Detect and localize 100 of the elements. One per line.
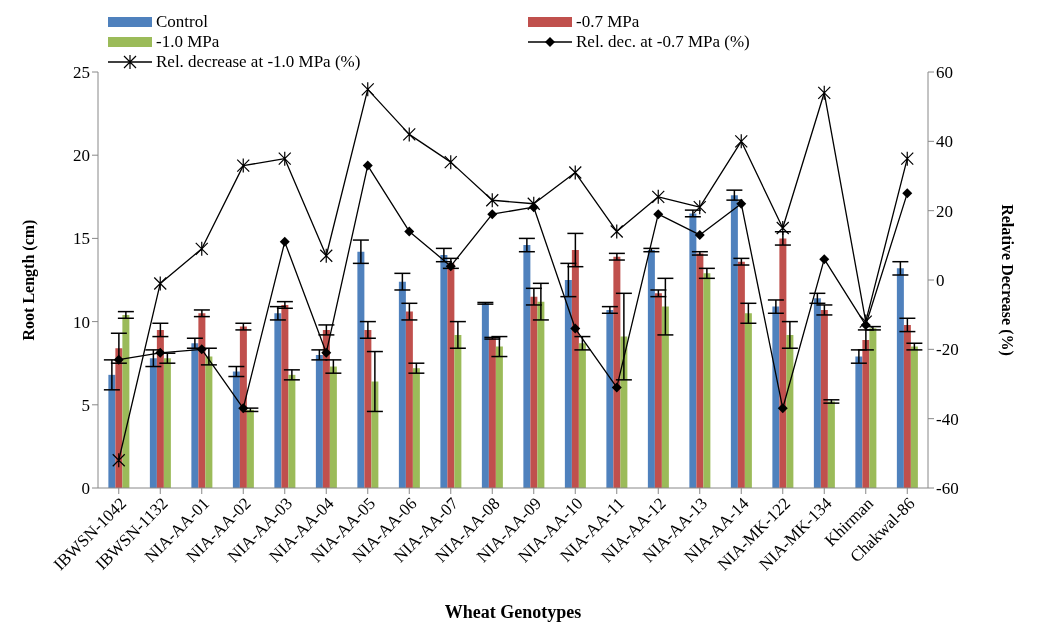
bar [647, 250, 655, 488]
bar [661, 306, 669, 488]
bar [703, 273, 711, 488]
point [610, 223, 624, 240]
point [611, 382, 622, 393]
y-axis-title: Root Length (cm) [19, 219, 38, 341]
bar [862, 339, 870, 488]
legend-label: -0.7 MPa [576, 12, 640, 32]
point [236, 158, 250, 174]
point [321, 347, 332, 358]
point [362, 160, 373, 171]
bar [198, 313, 206, 488]
point [361, 81, 375, 97]
bar [855, 356, 863, 488]
point [736, 198, 747, 209]
bar [564, 280, 572, 488]
bar [232, 371, 240, 488]
bar [398, 281, 406, 488]
point [445, 261, 456, 272]
bar [357, 251, 365, 488]
point [112, 452, 126, 468]
bar [364, 329, 372, 488]
point [900, 151, 914, 167]
bar [696, 253, 704, 488]
y-tick-label: 0 [81, 479, 90, 499]
bar [820, 309, 828, 488]
point [195, 241, 209, 257]
bar [869, 328, 877, 488]
point [568, 164, 582, 181]
point [279, 236, 290, 247]
y-tick-label: 25 [73, 63, 90, 83]
point [404, 226, 415, 237]
y2-tick-label: 60 [936, 63, 953, 83]
bar [163, 358, 171, 488]
bar [896, 268, 904, 488]
bar [530, 296, 538, 488]
bar [689, 213, 697, 488]
bar [903, 324, 911, 488]
point [777, 403, 788, 414]
bar [156, 329, 164, 488]
point [113, 354, 124, 365]
bar [578, 343, 586, 488]
legend-label: Control [156, 12, 208, 32]
point [819, 254, 830, 265]
bar [149, 358, 157, 488]
point [570, 323, 581, 334]
bar [779, 238, 787, 488]
bar [488, 338, 496, 488]
x-axis-title: Wheat Genotypes [444, 602, 582, 622]
bar [454, 334, 462, 488]
point [694, 229, 705, 240]
point [653, 209, 664, 220]
bar [329, 366, 337, 488]
point [527, 196, 541, 212]
y-tick-label: 15 [73, 229, 90, 249]
point [817, 85, 831, 101]
y2-tick-label: -40 [936, 409, 959, 429]
bar [654, 293, 662, 488]
point [238, 403, 249, 414]
y2-tick-label: 40 [936, 132, 953, 152]
bar [730, 195, 738, 488]
bar [737, 261, 745, 488]
bar [571, 250, 579, 488]
point [319, 248, 333, 264]
bar [772, 306, 780, 488]
bar [786, 334, 794, 488]
bar [246, 409, 254, 488]
bar [371, 381, 379, 488]
bar [315, 354, 323, 488]
bar [910, 346, 918, 488]
point [196, 344, 207, 355]
bar [744, 313, 752, 488]
point [444, 154, 458, 170]
bar [108, 374, 116, 488]
point [734, 133, 748, 149]
bar [191, 343, 199, 488]
point [485, 192, 499, 208]
bar [205, 356, 213, 488]
bar [613, 256, 621, 488]
y-tick-label: 5 [81, 395, 90, 415]
bar [495, 346, 503, 488]
bar [606, 309, 614, 488]
legend-label: Rel. decrease at -1.0 MPa (%) [156, 52, 361, 72]
point [153, 275, 167, 292]
point [155, 347, 166, 358]
y2-tick-label: 0 [936, 271, 945, 291]
bar [440, 255, 448, 488]
point [278, 151, 292, 167]
bar [537, 301, 545, 488]
bar [523, 245, 531, 488]
y2-tick-label: -20 [936, 340, 959, 360]
bar [813, 298, 821, 488]
point [651, 189, 665, 205]
bar [412, 368, 420, 488]
bar [274, 313, 282, 488]
y2-tick-label: 20 [936, 201, 953, 221]
point [487, 209, 498, 220]
bar [405, 311, 413, 488]
y-tick-label: 10 [73, 312, 90, 332]
bar [281, 304, 289, 488]
